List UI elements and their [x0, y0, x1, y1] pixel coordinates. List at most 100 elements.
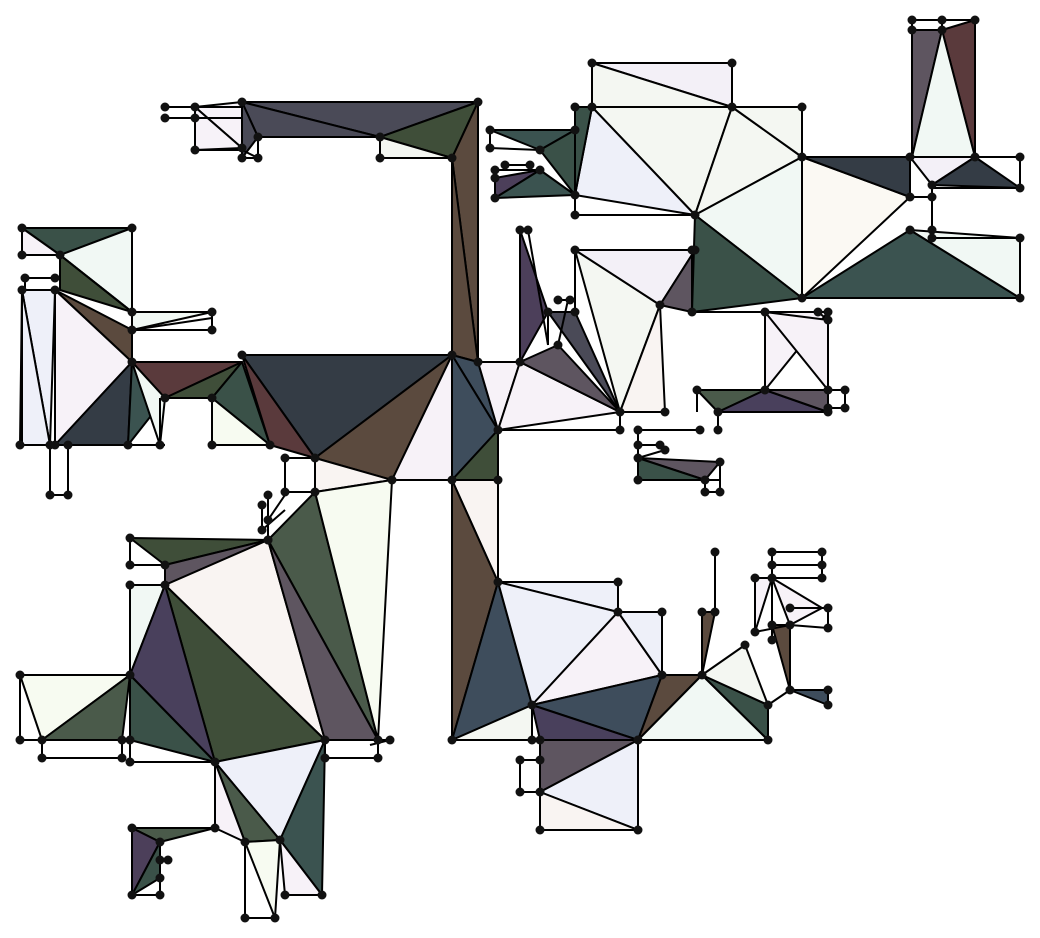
vertex-node	[123, 440, 133, 450]
vertex-node	[263, 535, 273, 545]
vertex-node	[570, 125, 580, 135]
vertex-node	[310, 453, 320, 463]
vertex-node	[613, 607, 623, 617]
vertex-node	[715, 487, 725, 497]
triangle-face	[539, 129, 576, 196]
edge	[267, 494, 286, 521]
triangle-face	[267, 539, 379, 741]
vertex-node	[633, 440, 643, 450]
vertex-node	[515, 787, 525, 797]
triangle-face	[911, 29, 976, 158]
vertex-node	[657, 607, 667, 617]
vertex-node	[760, 307, 770, 317]
vertex-node	[553, 340, 563, 350]
triangle-face	[519, 229, 549, 363]
vertex-node	[570, 102, 580, 112]
vertex-node	[320, 735, 330, 745]
triangle-face	[637, 457, 706, 481]
vertex-node	[125, 757, 135, 767]
vertex-node	[697, 670, 707, 680]
vertex-node	[270, 913, 280, 923]
vertex-node	[50, 273, 60, 283]
vertex-node	[767, 560, 777, 570]
vertex-node	[1015, 293, 1025, 303]
vertex-node	[1015, 183, 1025, 193]
vertex-node	[760, 385, 770, 395]
vertex-node	[515, 357, 525, 367]
triangle-face	[789, 689, 829, 706]
vertex-node	[155, 440, 165, 450]
vertex-node	[387, 475, 397, 485]
vertex-node	[927, 225, 937, 235]
vertex-node	[905, 192, 915, 202]
vertex-node	[265, 440, 275, 450]
vertex-node	[515, 755, 525, 765]
vertex-node	[840, 385, 850, 395]
vertex-node	[125, 580, 135, 590]
vertex-node	[127, 890, 137, 900]
triangle-face	[619, 304, 666, 413]
vertex-node	[700, 487, 710, 497]
vertex-node	[17, 285, 27, 295]
vertex-node	[715, 457, 725, 467]
vertex-node	[797, 293, 807, 303]
vertex-node	[207, 393, 217, 403]
vertex-node	[253, 132, 263, 142]
vertex-node	[50, 285, 60, 295]
vertex-node	[763, 735, 773, 745]
vertex-node	[385, 735, 395, 745]
vertex-node	[905, 152, 915, 162]
vertex-node	[535, 735, 545, 745]
triangle-face	[764, 389, 829, 413]
triangle-face	[129, 674, 216, 763]
triangle-face	[214, 761, 246, 843]
vertex-node	[37, 735, 47, 745]
vertex-node	[515, 225, 525, 235]
vertex-node	[823, 403, 833, 413]
vertex-node	[823, 385, 833, 395]
vertex-node	[823, 685, 833, 695]
vertex-node	[155, 890, 165, 900]
vertex-node	[905, 225, 915, 235]
vertex-node	[633, 825, 643, 835]
triangle-face	[701, 644, 769, 706]
vertex-node	[317, 890, 327, 900]
edges	[19, 19, 1021, 919]
triangle-face	[771, 624, 791, 691]
vertex-node	[117, 753, 127, 763]
vertex-node	[127, 357, 137, 367]
vertex-node	[485, 143, 495, 153]
vertex-node	[927, 233, 937, 243]
vertex-node	[240, 837, 250, 847]
vertex-node	[263, 515, 273, 525]
edge	[489, 147, 541, 151]
vertex-node	[823, 700, 833, 710]
vertex-node	[263, 490, 273, 500]
vertex-node	[527, 700, 537, 710]
vertex-node	[633, 475, 643, 485]
vertex-node	[907, 15, 917, 25]
vertices	[15, 15, 1025, 923]
vertex-node	[823, 315, 833, 325]
vertex-node	[692, 385, 702, 395]
vertex-node	[280, 487, 290, 497]
vertex-node	[253, 153, 263, 163]
vertex-node	[937, 15, 947, 25]
triangle-face	[451, 704, 533, 741]
vertex-node	[473, 97, 483, 107]
vertex-node	[840, 403, 850, 413]
triangle-faces	[19, 19, 1021, 919]
vertex-node	[570, 190, 580, 200]
vertex-node	[785, 685, 795, 695]
vertex-node	[613, 577, 623, 587]
vertex-node	[817, 560, 827, 570]
vertex-node	[160, 580, 170, 590]
edge	[131, 317, 213, 331]
vertex-node	[210, 757, 220, 767]
vertex-node	[257, 525, 267, 535]
triangle-face	[519, 344, 621, 413]
vertex-node	[767, 620, 777, 630]
vertex-node	[127, 223, 137, 233]
vertex-node	[523, 225, 533, 235]
vertex-node	[37, 753, 47, 763]
